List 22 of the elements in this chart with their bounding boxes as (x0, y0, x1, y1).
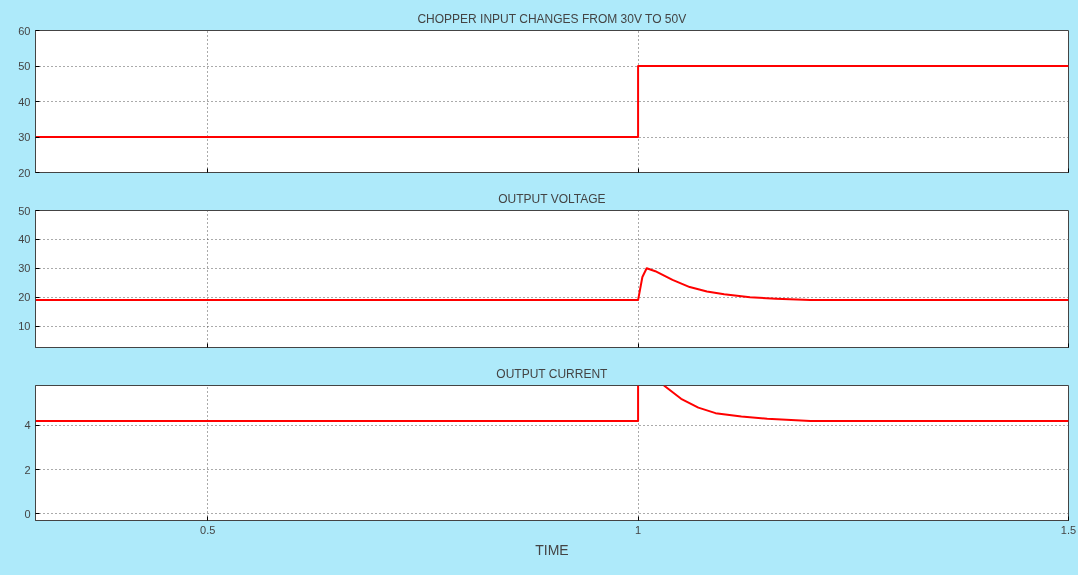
x-tick-label: 1.5 (1060, 523, 1077, 536)
y-tick-label: 40 (18, 233, 31, 246)
y-tick-label: 10 (18, 320, 31, 333)
y-tick-label: 30 (18, 262, 31, 275)
y-tick-label: 20 (18, 291, 31, 304)
line-series (662, 385, 1069, 422)
x-tick-label: 1 (635, 523, 642, 536)
y-tick-label: 60 (18, 24, 31, 37)
chart-title: OUTPUT CURRENT (496, 366, 609, 381)
y-tick-label: 30 (18, 131, 31, 143)
chart-title: CHOPPER INPUT CHANGES FROM 30V TO 50V (417, 11, 687, 26)
y-tick-label: 50 (18, 60, 31, 72)
y-tick-label: 50 (18, 204, 31, 217)
y-tick-label: 40 (18, 95, 31, 108)
x-axis-title: TIME (535, 541, 569, 558)
y-tick-label: 4 (24, 419, 31, 432)
chart-title: OUTPUT VOLTAGE (498, 191, 606, 206)
y-tick-label: 0 (24, 507, 31, 520)
x-tick-label: 0.5 (200, 523, 216, 536)
line-series (35, 267, 1069, 302)
y-tick-label: 2 (24, 463, 31, 476)
y-tick-label: 20 (18, 166, 31, 179)
